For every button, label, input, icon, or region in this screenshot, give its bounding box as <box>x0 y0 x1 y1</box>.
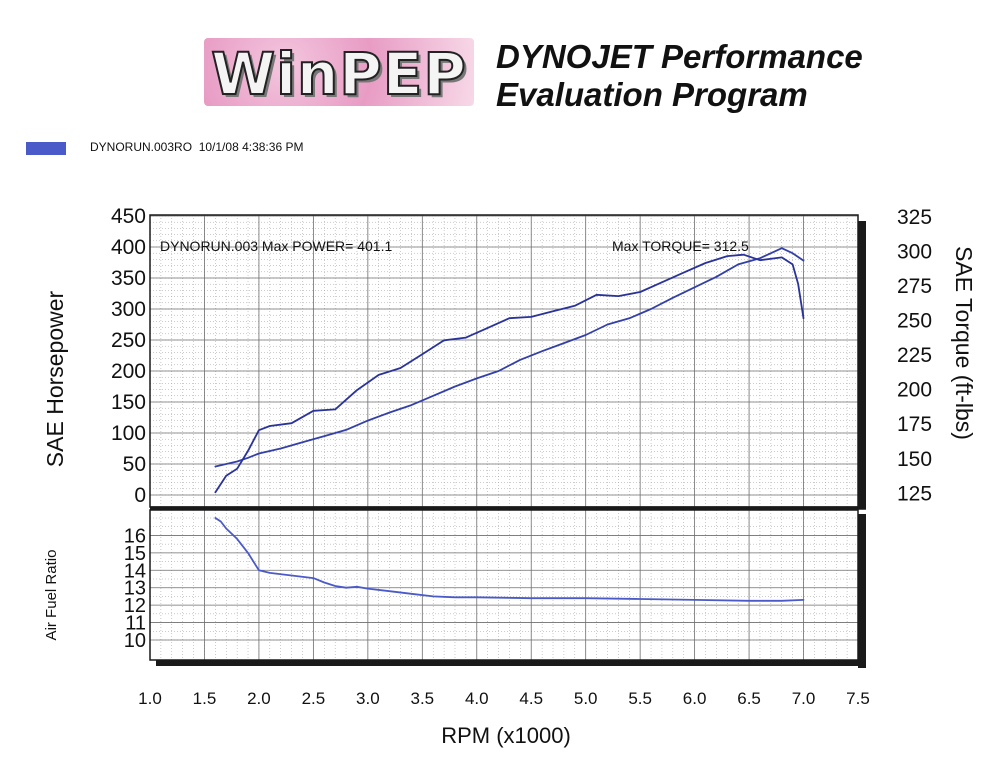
torque-tick-label: 250 <box>897 310 932 333</box>
torque-tick-label: 200 <box>897 379 932 402</box>
torque-axis-title: SAE Torque (ft-lbs) <box>951 246 977 440</box>
torque-tick-label: 225 <box>897 344 932 367</box>
horsepower-tick-label: 400 <box>111 236 146 259</box>
rpm-tick-label: 5.5 <box>628 689 652 708</box>
winpep-logo: WinPEP <box>204 38 474 109</box>
horsepower-tick-label: 200 <box>111 360 146 383</box>
horsepower-axis-title: SAE Horsepower <box>42 290 68 467</box>
run-legend-datetime: 10/1/08 4:38:36 PM <box>198 140 304 154</box>
horsepower-tick-label: 150 <box>111 391 146 414</box>
major-grid <box>149 215 859 660</box>
rpm-tick-label: 4.0 <box>465 689 489 708</box>
rpm-tick-label: 6.5 <box>737 689 761 708</box>
horsepower-tick-label: 100 <box>111 422 146 445</box>
afr-tick-label: 14 <box>124 560 146 582</box>
afr-tick-label: 16 <box>124 525 146 547</box>
horsepower-tick-label: 300 <box>111 298 146 321</box>
rpm-tick-label: 4.5 <box>519 689 543 708</box>
afr-tick-label: 15 <box>124 543 146 565</box>
rpm-tick-label: 2.0 <box>247 689 271 708</box>
torque-line <box>214 253 805 494</box>
torque-tick-label: 275 <box>897 275 932 298</box>
torque-tick-label: 175 <box>897 413 932 436</box>
air-fuel-ratio-line <box>214 517 805 602</box>
program-title: DYNOJET Performance Evaluation Program <box>496 38 936 114</box>
afr-plot-frame <box>149 509 859 661</box>
afr-frame-bottom-shadow <box>156 660 866 666</box>
afr-tick-label: 10 <box>124 630 146 652</box>
afr-tick-label: 12 <box>124 595 146 617</box>
max-torque-annotation: Max TORQUE= 312.5 <box>612 238 749 254</box>
rpm-tick-label: 1.0 <box>138 689 162 708</box>
rpm-axis-title: RPM (x1000) <box>441 723 571 748</box>
power-plot-frame <box>149 214 859 508</box>
rpm-tick-label: 1.5 <box>193 689 217 708</box>
horsepower-tick-label: 50 <box>123 453 146 476</box>
power-frame-shadow <box>858 221 866 509</box>
program-title-line2: Evaluation Program <box>496 76 808 113</box>
afr-tick-label: 11 <box>125 613 146 635</box>
torque-tick-label: 150 <box>897 448 932 471</box>
program-title-line1: DYNOJET Performance <box>496 38 863 75</box>
torque-tick-label: 300 <box>897 241 932 264</box>
rpm-tick-label: 3.5 <box>410 689 434 708</box>
rpm-tick-label: 7.5 <box>846 689 870 708</box>
rpm-tick-label: 2.5 <box>302 689 326 708</box>
horsepower-tick-label: 0 <box>134 484 146 507</box>
afr-axis-title: Air Fuel Ratio <box>43 550 60 641</box>
minor-grid <box>149 215 859 660</box>
afr-tick-label: 13 <box>124 578 146 600</box>
horsepower-line <box>214 247 805 468</box>
run-legend-text: DYNORUN.003RO 10/1/08 4:38:36 PM <box>90 140 303 154</box>
torque-tick-label: 325 <box>897 206 932 229</box>
rpm-tick-label: 7.0 <box>792 689 816 708</box>
rpm-tick-label: 5.0 <box>574 689 598 708</box>
winpep-logo-text: WinPEP <box>210 39 467 109</box>
run-legend-swatch <box>26 142 66 155</box>
afr-frame-shadow <box>858 514 866 668</box>
run-legend-label: DYNORUN.003RO <box>90 140 193 154</box>
horsepower-tick-label: 250 <box>111 329 146 352</box>
torque-tick-label: 125 <box>897 482 932 505</box>
horsepower-tick-label: 350 <box>111 267 146 290</box>
rpm-tick-label: 6.0 <box>683 689 707 708</box>
horsepower-tick-label: 450 <box>111 205 146 228</box>
max-power-annotation: DYNORUN.003 Max POWER= 401.1 <box>160 238 392 254</box>
rpm-tick-label: 3.0 <box>356 689 380 708</box>
